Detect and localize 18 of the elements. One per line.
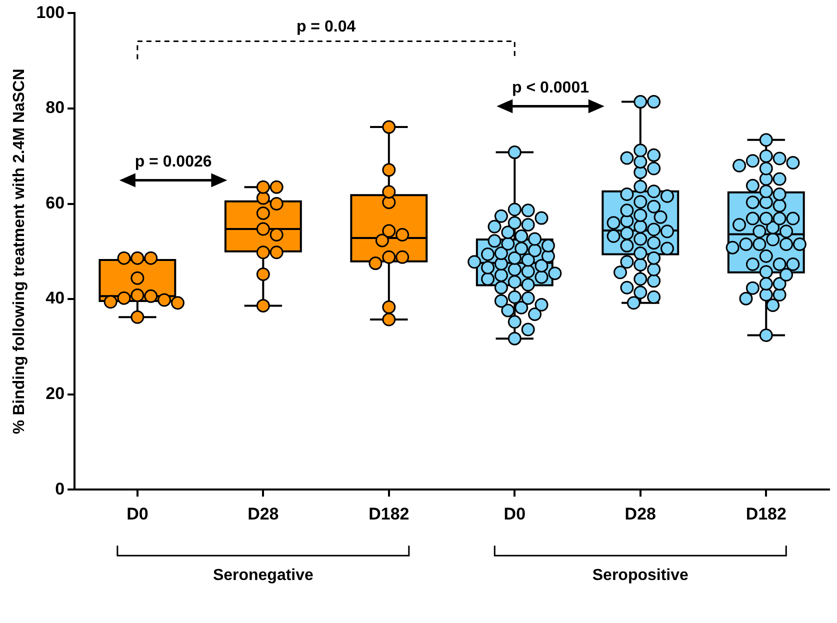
y-axis-title: % Binding following treatment with 2.4M NaSCN xyxy=(11,68,28,434)
x-tick-label: D182 xyxy=(368,504,410,524)
annotation: p < 0.0001 xyxy=(512,80,590,97)
x-tick-label: D0 xyxy=(504,504,526,524)
y-tick-label: 60 xyxy=(46,193,65,212)
text: Seropositive xyxy=(592,567,689,584)
y-tick-label: 40 xyxy=(46,288,65,308)
y-tick-label: 0 xyxy=(55,479,65,498)
annotation: p = 0.04 xyxy=(296,18,356,36)
x-tick-label: D28 xyxy=(624,504,656,524)
x-tick-label: D28 xyxy=(248,504,279,524)
text: Seronegative xyxy=(212,567,314,584)
annotation: p = 0.0026 xyxy=(134,154,212,171)
x-tick-label: D0 xyxy=(126,504,148,524)
y-tick-label: 80 xyxy=(46,98,65,118)
y-tick-label: 20 xyxy=(46,384,65,404)
y-tick-label: 100 xyxy=(36,2,65,22)
x-tick-label: D182 xyxy=(746,504,786,524)
